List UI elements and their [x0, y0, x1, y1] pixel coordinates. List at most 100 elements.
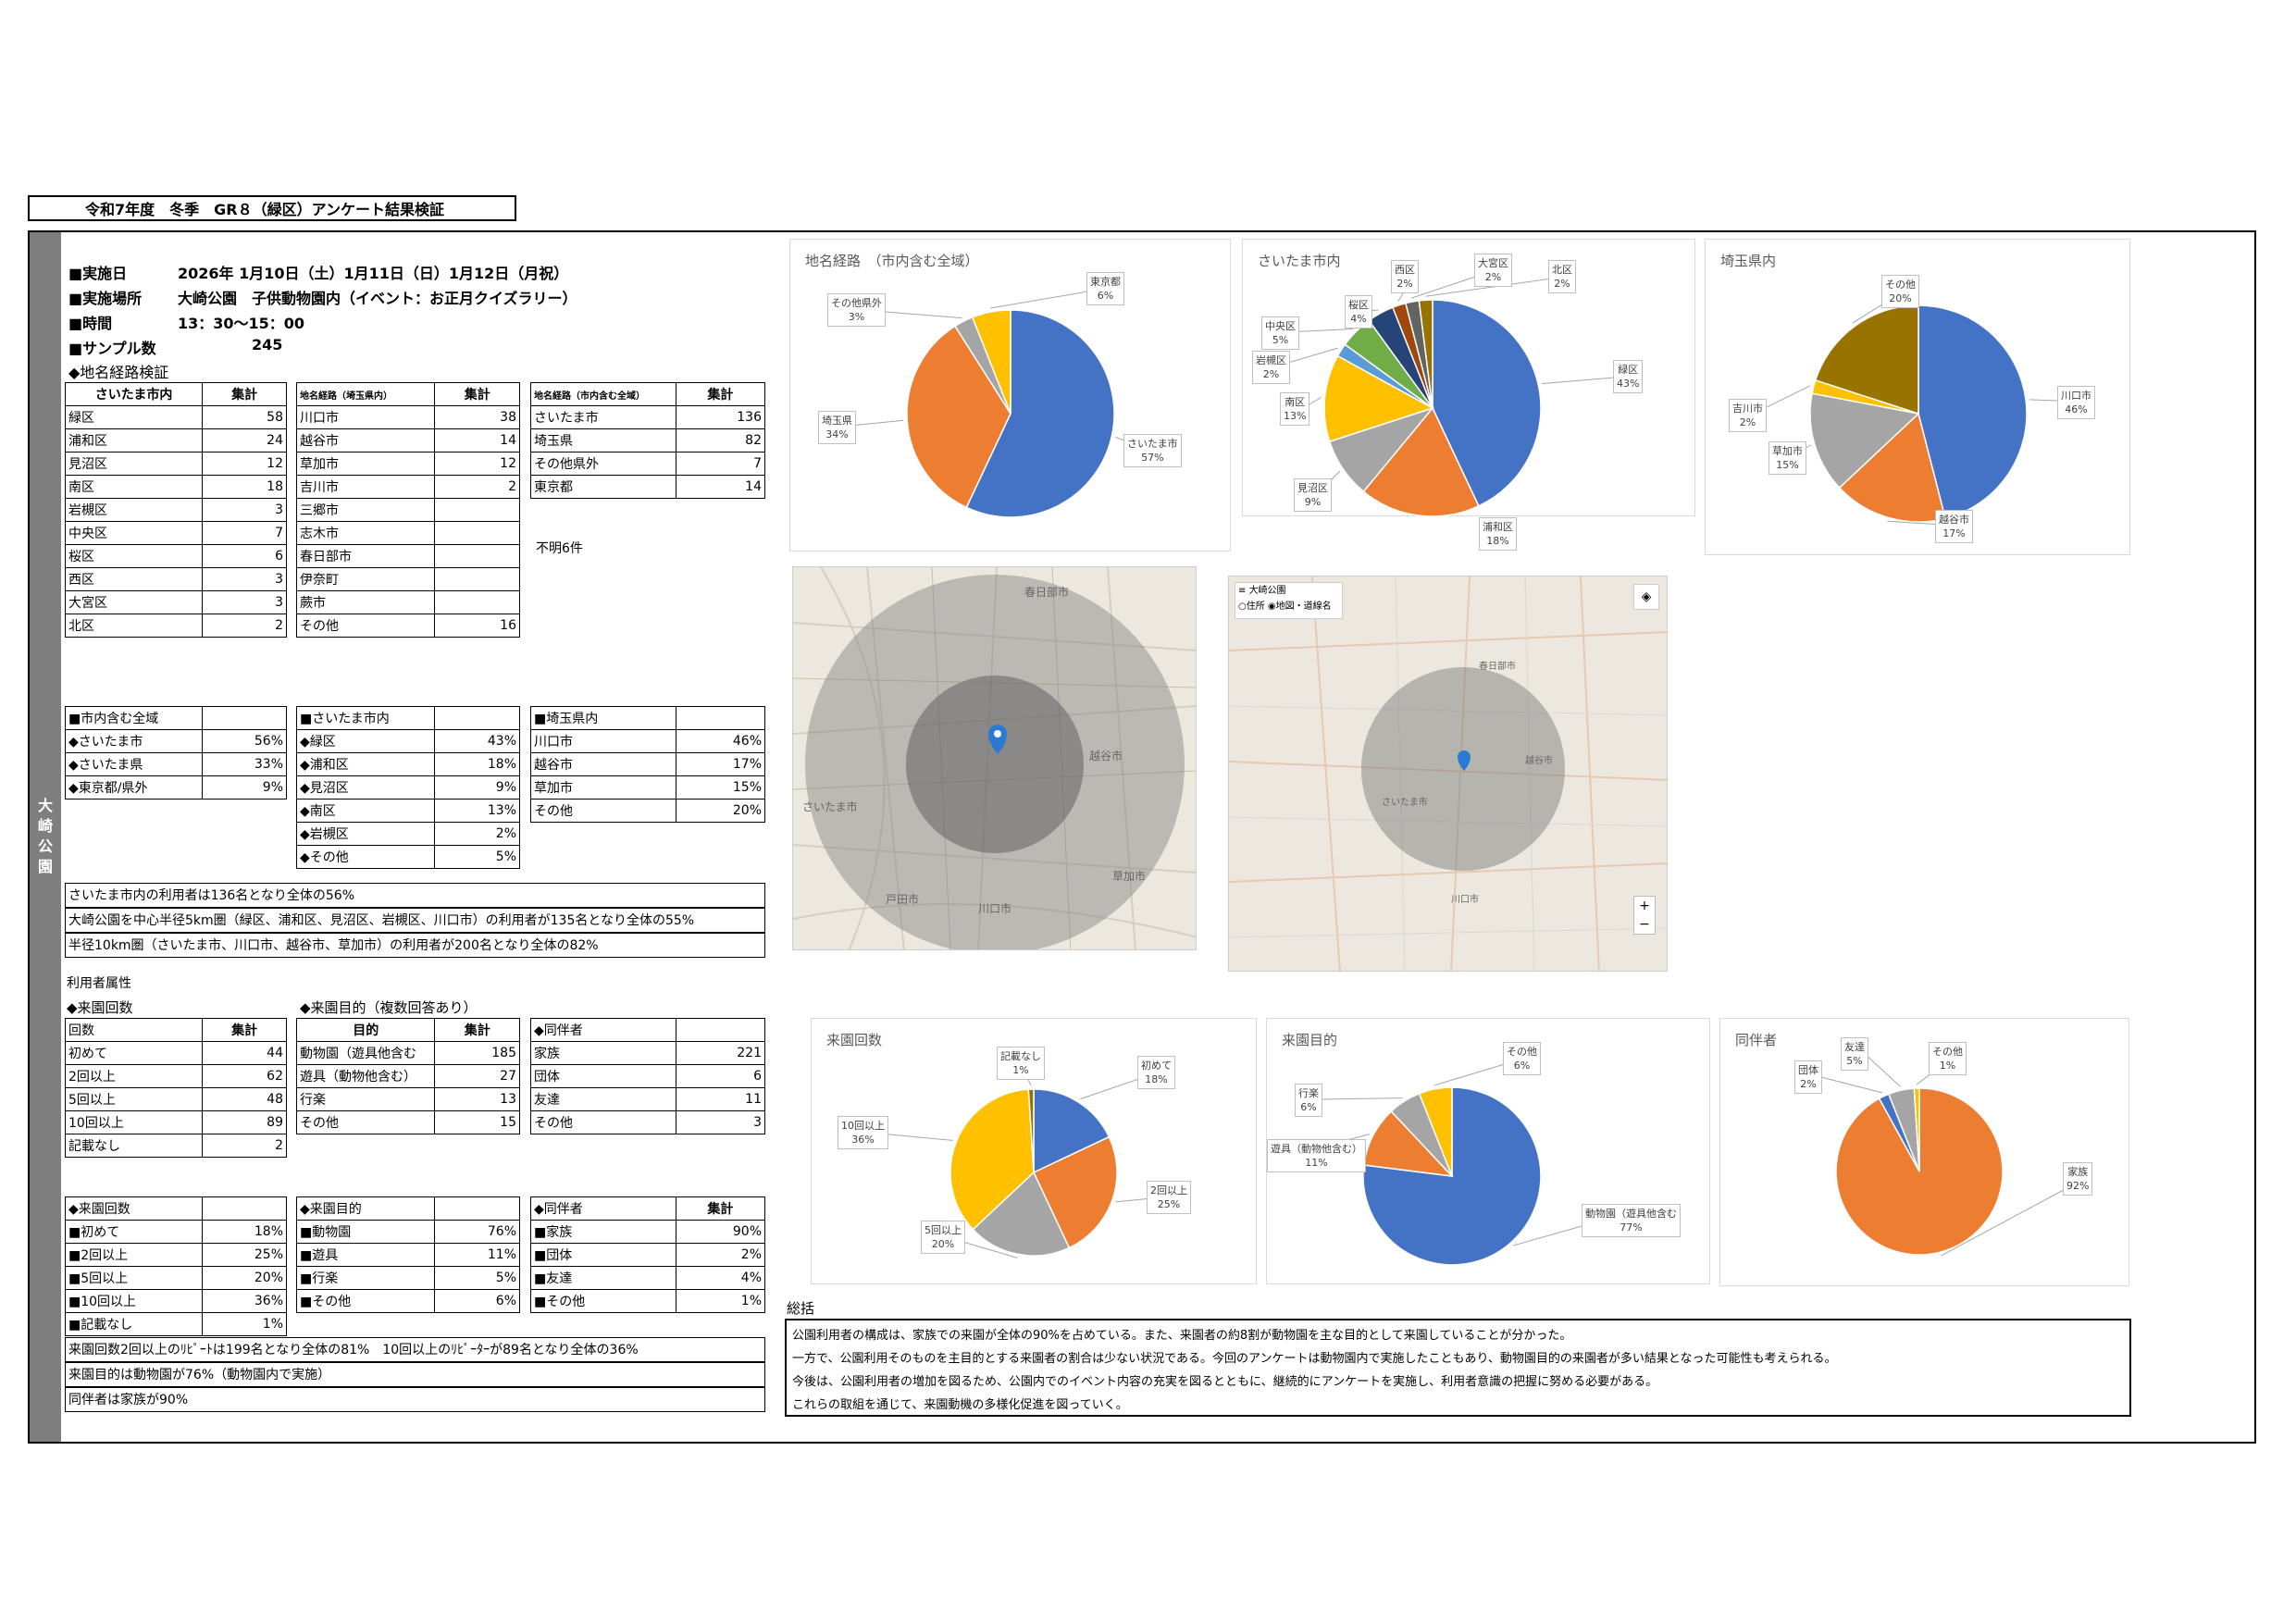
table-row: 中央区 7 — [64, 521, 287, 545]
row-value: 2 — [202, 614, 287, 638]
pie-slice — [1418, 299, 1433, 409]
table-row: ■5回以上 20% — [64, 1266, 287, 1290]
row-label: ■行楽 — [295, 1266, 436, 1290]
chart-companion: 同伴者 家族 92% 団体 2% 友達 5% その他 1% — [1719, 1018, 2129, 1286]
row-label: 大宮区 — [64, 590, 204, 614]
row-label: 川口市 — [295, 405, 436, 429]
location-pin-icon — [1458, 750, 1471, 771]
companion-table: ◆同伴者 家族 221 団体 6 友達 11 その他 3 — [530, 1018, 766, 1134]
data-label-value: 5% — [1846, 1055, 1863, 1067]
pie-slice — [1033, 1088, 1111, 1174]
table-row: 遊具（動物他含む） 27 — [295, 1064, 520, 1088]
data-label-value: 57% — [1141, 452, 1164, 464]
map-label: 川口市 — [1451, 895, 1479, 905]
data-label-value: 1% — [1012, 1064, 1029, 1076]
row-value: 76% — [434, 1220, 520, 1244]
zoom-in-button[interactable]: + — [1639, 899, 1650, 913]
table-row: 行楽 13 — [295, 1087, 520, 1111]
table-header-cell: ■市内含む全域 — [64, 706, 204, 730]
row-label: 東京都 — [530, 475, 676, 499]
data-label: その他県外 3% — [827, 293, 886, 327]
row-value: 2 — [202, 1134, 287, 1158]
data-label: 埼玉県 34% — [818, 411, 856, 444]
row-label: ◆緑区 — [295, 729, 436, 753]
row-value: 38 — [434, 405, 520, 429]
saitama-city-table: さいたま市内 集計 緑区 58 浦和区 24 見沼区 12 南区 18 岩槻区 3 中央区 7 桜区 6 西区 3… — [64, 382, 287, 638]
table-header-cell: 集計 — [675, 1196, 766, 1221]
row-label: ■友達 — [530, 1266, 676, 1290]
data-label-name: 吉川市 — [1732, 403, 1763, 415]
sample-label: ■サンプル数 — [68, 340, 156, 357]
table-row: その他 16 — [295, 614, 520, 638]
table-row: ■その他 1% — [530, 1289, 766, 1313]
row-value: 20% — [202, 1266, 287, 1290]
row-value: 43% — [434, 729, 520, 753]
table-row: その他 15 — [295, 1110, 520, 1134]
table-row: 北区 2 — [64, 614, 287, 638]
pie-slice — [1323, 354, 1434, 443]
table-row: ■家族 90% — [530, 1220, 766, 1244]
map-label: 越谷市 — [1089, 750, 1123, 762]
pct-city-table: ■さいたま市内 ◆緑区 43% ◆浦和区 18% ◆見沼区 9% ◆南区 13% ◆岩槻区 2% ◆そ… — [295, 706, 520, 869]
layers-icon[interactable]: ◈ — [1633, 584, 1659, 610]
table-header-cell: 目的 — [295, 1018, 436, 1042]
row-value: 27 — [434, 1064, 520, 1088]
data-label-value: 6% — [1513, 1060, 1531, 1072]
table-row: その他県外 7 — [530, 452, 766, 476]
row-value: 56% — [202, 729, 287, 753]
data-label: 南区 13% — [1280, 392, 1310, 426]
row-value: 13% — [434, 799, 520, 823]
data-label: 桜区 4% — [1345, 295, 1372, 329]
data-label-value: 1% — [1939, 1060, 1956, 1072]
table-row: ■行楽 5% — [295, 1266, 520, 1290]
data-label-value: 2% — [1800, 1078, 1817, 1090]
data-label-name: 2回以上 — [1150, 1184, 1187, 1196]
row-label: 遊具（動物他含む） — [295, 1064, 436, 1088]
row-label: 中央区 — [64, 521, 204, 545]
row-label: 初めて — [64, 1041, 204, 1065]
data-label-name: その他 — [1885, 279, 1916, 291]
row-value: 136 — [675, 405, 766, 429]
data-label-value: 36% — [851, 1134, 875, 1146]
row-label: 埼玉県 — [530, 428, 676, 452]
note-line: 来園回数2回以上のﾘﾋﾟｰﾄは199名となり全体の81% 10回以上のﾘﾋﾟｰﾀ… — [65, 1337, 765, 1362]
data-label-value: 92% — [2066, 1180, 2090, 1192]
table-header-cell: さいたま市内 — [64, 382, 204, 406]
data-label-value: 18% — [1145, 1073, 1168, 1085]
zoom-out-button[interactable]: − — [1639, 917, 1650, 932]
data-label-value: 13% — [1284, 410, 1307, 422]
row-label: 友達 — [530, 1087, 676, 1111]
row-label: 越谷市 — [530, 752, 676, 776]
map-radius-5km[interactable]: 春日部市 越谷市 さいたま市 草加市 戸田市 川口市 — [792, 566, 1197, 950]
table-row: 越谷市 17% — [530, 752, 766, 776]
row-value — [434, 544, 520, 568]
table-row: その他 20% — [530, 799, 766, 823]
table-header-cell: ■さいたま市内 — [295, 706, 436, 730]
summary-line: 公園利用者の構成は、家族での来園が全体の90%を占めている。また、来園者の約8割… — [792, 1329, 1572, 1343]
row-value: 6% — [434, 1289, 520, 1313]
row-label: ◆その他 — [295, 845, 436, 869]
table-row: 浦和区 24 — [64, 428, 287, 452]
map-radius-10km[interactable]: ≡ 大崎公園 ○住所 ◉地図・道線名 ◈ + − 春日部市 さいたま市 越谷市 … — [1228, 576, 1668, 972]
data-label-value: 20% — [931, 1238, 955, 1250]
map-search-panel[interactable]: ≡ 大崎公園 ○住所 ◉地図・道線名 — [1235, 582, 1343, 619]
row-label: ■その他 — [295, 1289, 436, 1313]
map-search-options[interactable]: ○住所 ◉地図・道線名 — [1238, 601, 1332, 612]
data-label: 記載なし 1% — [997, 1047, 1045, 1080]
summary-line: これらの取組を通じて、来園動機の多様化促進を図っていく。 — [792, 1398, 1128, 1412]
row-value: 7 — [675, 452, 766, 476]
row-value: 82 — [675, 428, 766, 452]
data-label-name: 大宮区 — [1478, 257, 1508, 269]
table-row: 岩槻区 3 — [64, 498, 287, 522]
data-label-value: 4% — [1350, 313, 1367, 325]
data-label-name: その他 — [1932, 1046, 1963, 1058]
row-value: 3 — [202, 498, 287, 522]
table-header-cell: 地名経路（市内含む全域） — [530, 382, 676, 406]
data-label-value: 3% — [848, 311, 865, 323]
row-label: 北区 — [64, 614, 204, 638]
chart-visits: 来園回数 初めて 18% 2回以上 25% 5回以上 20% 10回以上 36% 記載なし 1% — [811, 1018, 1257, 1284]
row-value: 58 — [202, 405, 287, 429]
row-value — [434, 521, 520, 545]
row-value: 13 — [434, 1087, 520, 1111]
table-row: 団体 6 — [530, 1064, 766, 1088]
